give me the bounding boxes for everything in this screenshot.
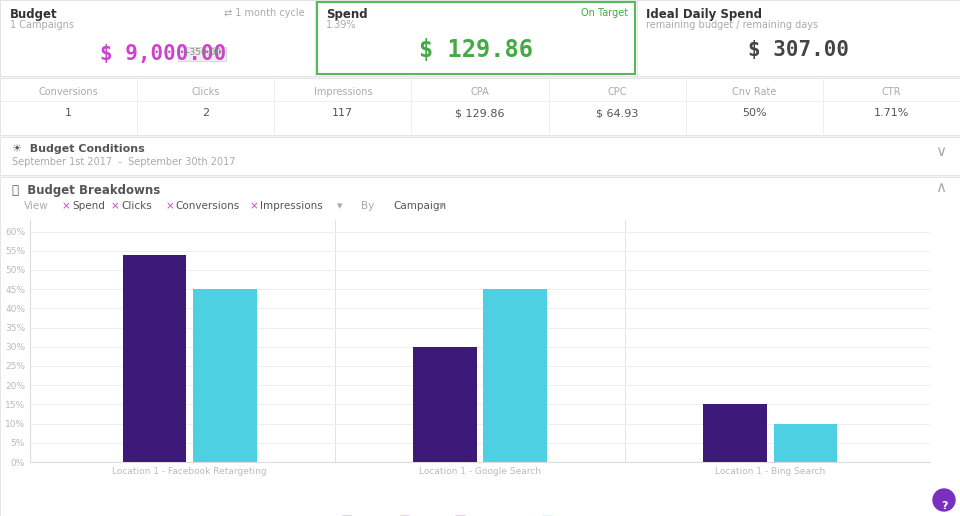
Text: Cnv Rate: Cnv Rate <box>732 87 777 97</box>
FancyBboxPatch shape <box>637 0 960 76</box>
Bar <box>483 289 547 462</box>
Text: ×: × <box>166 201 175 211</box>
Bar <box>774 424 837 462</box>
Text: Campaign: Campaign <box>394 201 446 211</box>
FancyBboxPatch shape <box>178 47 226 61</box>
Text: September 1st 2017  -  September 30th 2017: September 1st 2017 - September 30th 2017 <box>12 157 235 167</box>
FancyBboxPatch shape <box>0 137 960 175</box>
Bar <box>413 347 477 462</box>
Text: ×: × <box>250 201 258 211</box>
Text: CTR: CTR <box>881 87 901 97</box>
Text: On Target: On Target <box>581 8 628 18</box>
Text: Spend: Spend <box>326 8 368 21</box>
Text: remaining budget / remaining days: remaining budget / remaining days <box>646 20 818 30</box>
Text: ×: × <box>62 201 71 211</box>
Text: View: View <box>24 201 49 211</box>
Text: Spend: Spend <box>72 201 105 211</box>
Text: $ 129.86: $ 129.86 <box>419 38 533 62</box>
Text: $ 307.00: $ 307.00 <box>748 40 849 60</box>
Text: ∧: ∧ <box>935 181 946 196</box>
Text: 117: 117 <box>332 108 353 118</box>
Text: $ 64.93: $ 64.93 <box>596 108 638 118</box>
FancyBboxPatch shape <box>0 0 315 76</box>
FancyBboxPatch shape <box>0 0 960 76</box>
Bar <box>704 405 767 462</box>
Text: $ 129.86: $ 129.86 <box>455 108 505 118</box>
Text: ∨: ∨ <box>935 144 946 159</box>
Bar <box>123 254 186 462</box>
Text: ▾: ▾ <box>440 201 445 211</box>
Text: 50%: 50% <box>742 108 767 118</box>
Text: 1.71%: 1.71% <box>874 108 909 118</box>
Text: 2: 2 <box>203 108 209 118</box>
Text: Conversions: Conversions <box>38 87 99 97</box>
Text: Budget: Budget <box>10 8 58 21</box>
Text: ☀  Budget Conditions: ☀ Budget Conditions <box>12 144 145 154</box>
Text: +350.00: +350.00 <box>182 48 222 57</box>
Text: ×: × <box>111 201 120 211</box>
Bar <box>193 289 256 462</box>
Text: Impressions: Impressions <box>314 87 372 97</box>
Text: ?: ? <box>941 501 948 511</box>
Text: Clicks: Clicks <box>121 201 152 211</box>
Text: CPC: CPC <box>608 87 627 97</box>
Text: $ 9,000.00: $ 9,000.00 <box>100 44 227 64</box>
Text: ⓘ  Budget Breakdowns: ⓘ Budget Breakdowns <box>12 184 160 197</box>
Text: ▾: ▾ <box>337 201 343 211</box>
Text: 1.39%: 1.39% <box>326 20 356 30</box>
FancyBboxPatch shape <box>0 177 960 516</box>
Text: ⇄ 1 month cycle: ⇄ 1 month cycle <box>225 8 305 18</box>
Text: 1: 1 <box>65 108 72 118</box>
Text: 1 Campaigns: 1 Campaigns <box>10 20 74 30</box>
Text: Ideal Daily Spend: Ideal Daily Spend <box>646 8 762 21</box>
Circle shape <box>933 489 955 511</box>
FancyBboxPatch shape <box>317 2 635 74</box>
Legend: Spend, Clicks, Conversions, Impressions: Spend, Clicks, Conversions, Impressions <box>338 512 622 516</box>
Text: Clicks: Clicks <box>192 87 220 97</box>
Text: CPA: CPA <box>470 87 490 97</box>
FancyBboxPatch shape <box>0 78 960 135</box>
Text: By: By <box>361 201 374 211</box>
Text: Conversions: Conversions <box>176 201 240 211</box>
Text: Impressions: Impressions <box>259 201 323 211</box>
